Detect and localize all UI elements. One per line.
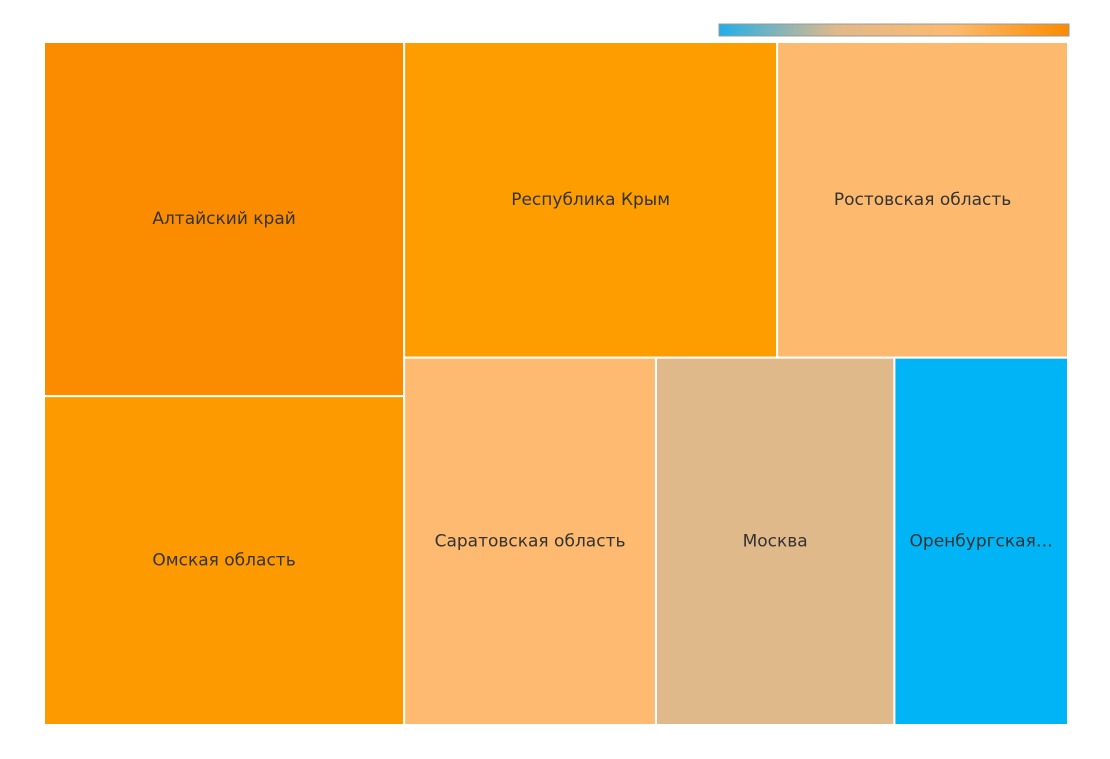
treemap-cell bbox=[403, 41, 779, 359]
treemap-cell bbox=[43, 41, 406, 398]
treemap-cell bbox=[654, 356, 896, 726]
treemap-cell bbox=[43, 395, 406, 726]
cell-label: Оренбургская… bbox=[910, 531, 1053, 551]
cell-label: Ростовская область bbox=[834, 190, 1011, 210]
cell-label: Москва bbox=[743, 531, 808, 551]
cell-label: Алтайский край bbox=[152, 209, 296, 229]
cell-label: Республика Крым bbox=[511, 190, 670, 210]
treemap-cell bbox=[403, 356, 657, 726]
treemap-cell bbox=[776, 41, 1070, 359]
cell-label: Омская область bbox=[152, 551, 295, 571]
cell-label: Саратовская область bbox=[435, 531, 626, 551]
treemap: Алтайский край Омская область Республика К… bbox=[43, 41, 1070, 726]
color-scale-bar bbox=[718, 23, 1070, 37]
treemap-cell bbox=[893, 356, 1069, 726]
